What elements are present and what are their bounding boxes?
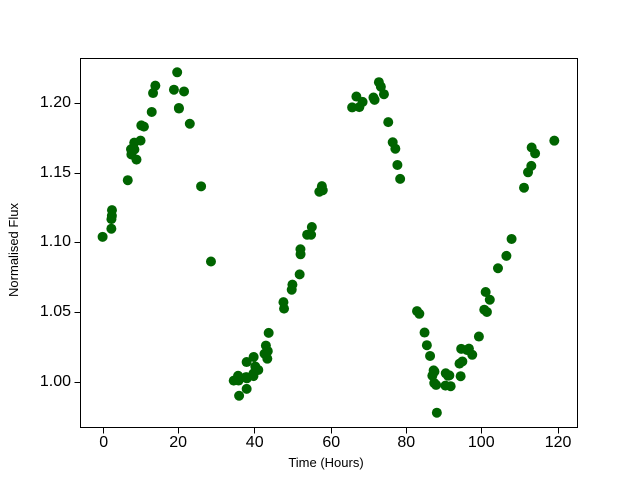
svg-text:1.20: 1.20 [40, 94, 71, 111]
svg-text:80: 80 [397, 434, 415, 451]
svg-text:20: 20 [169, 434, 187, 451]
svg-text:1.10: 1.10 [40, 233, 71, 250]
svg-text:1.15: 1.15 [40, 164, 71, 181]
svg-text:1.00: 1.00 [40, 373, 71, 390]
svg-text:0: 0 [99, 434, 108, 451]
svg-text:1.05: 1.05 [40, 303, 71, 320]
svg-text:100: 100 [468, 434, 495, 451]
svg-text:Time (Hours): Time (Hours) [288, 455, 363, 470]
svg-text:120: 120 [545, 434, 572, 451]
svg-text:Normalised Flux: Normalised Flux [6, 203, 21, 297]
svg-text:40: 40 [246, 434, 264, 451]
svg-text:60: 60 [322, 434, 340, 451]
